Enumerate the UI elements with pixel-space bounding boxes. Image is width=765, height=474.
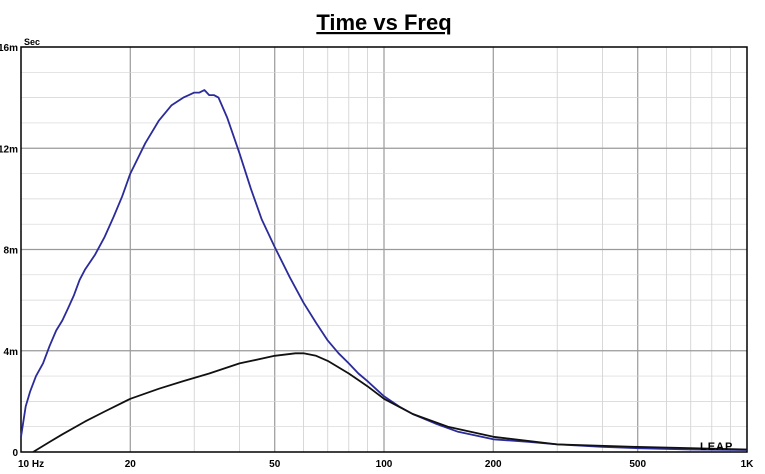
x-tick-label: 200 — [485, 459, 502, 470]
y-tick-label: 4m — [4, 347, 19, 358]
series-lines — [20, 89, 748, 453]
axis-labels: 10 Hz 20 50 100 200 500 1K 0 4m 8m 12m 16m — [0, 43, 754, 470]
grid-lines — [21, 47, 747, 452]
y-tick-label: 12m — [0, 144, 18, 155]
y-tick-label: 8m — [4, 246, 19, 257]
x-tick-label: 20 — [125, 459, 137, 470]
y-tick-label: 16m — [0, 43, 18, 54]
x-tick-label: 100 — [376, 459, 393, 470]
x-tick-label: 500 — [629, 459, 646, 470]
x-tick-label: 50 — [269, 459, 281, 470]
y-tick-label: 0 — [12, 448, 18, 459]
x-tick-label: 1K — [741, 459, 755, 470]
leap-logo-text: LEAP — [700, 441, 733, 453]
chart-title: Time vs Freq — [316, 10, 451, 35]
plot-frame — [20, 46, 748, 453]
y-axis-unit-label: Sec — [24, 37, 40, 47]
x-tick-label: 10 Hz — [18, 459, 44, 470]
series-line-2 — [32, 352, 748, 453]
